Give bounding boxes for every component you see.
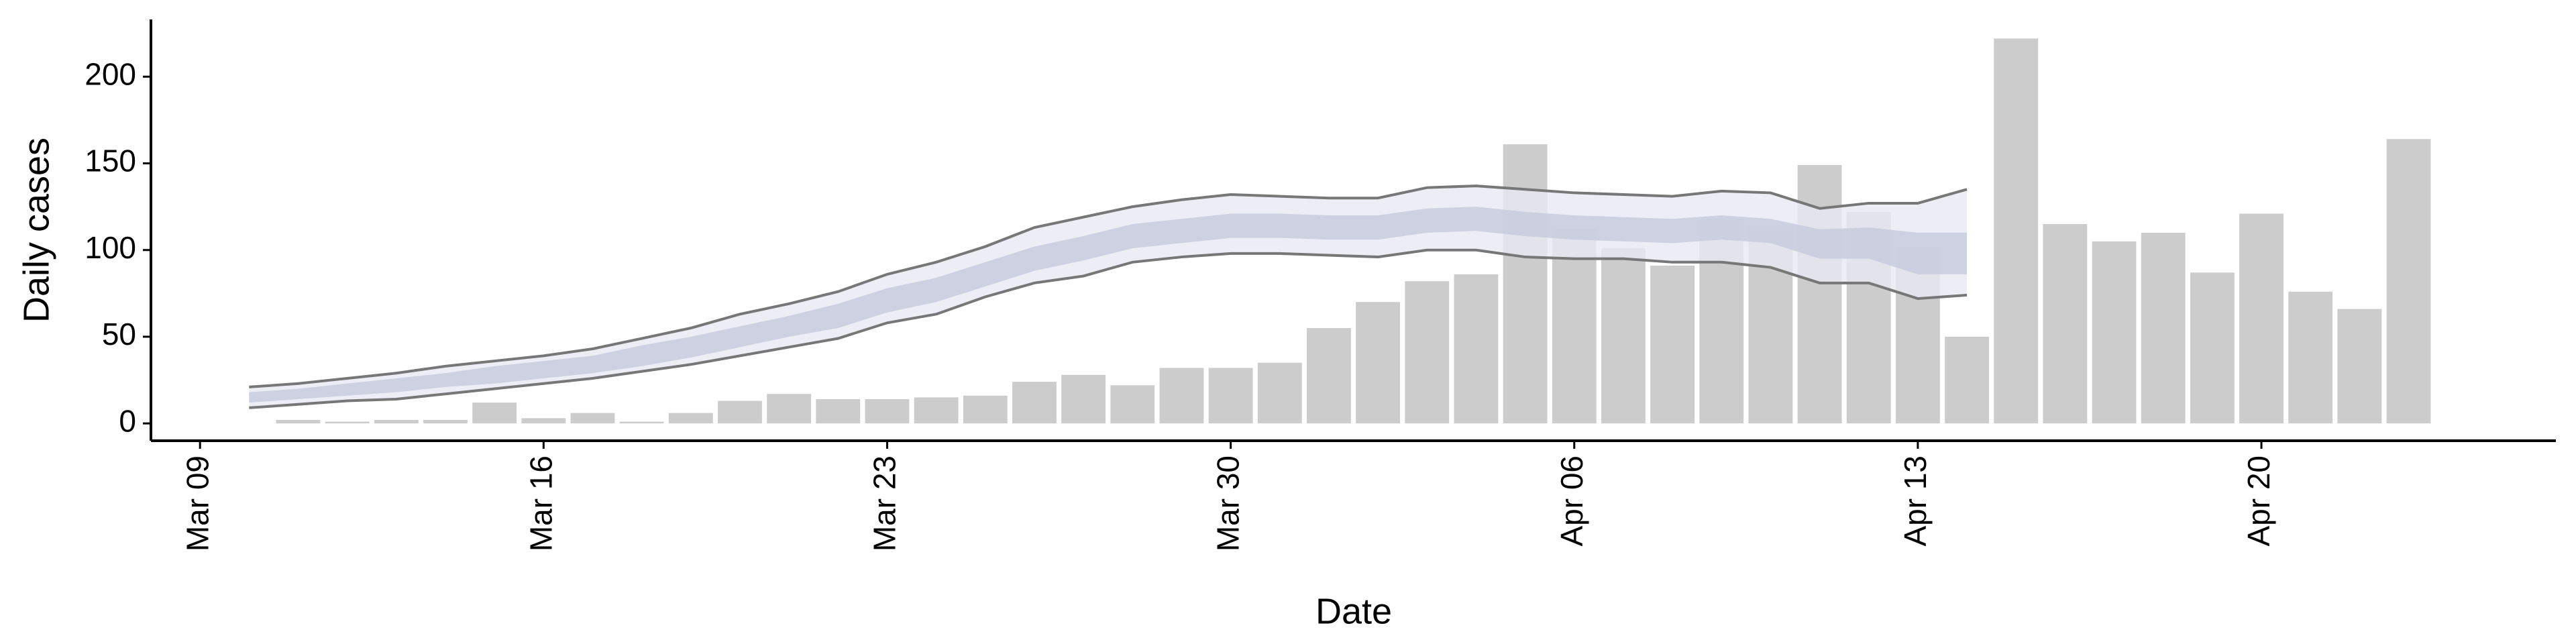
bar: [2239, 213, 2284, 424]
y-axis-title: Daily cases: [16, 138, 56, 323]
bar: [2288, 291, 2333, 424]
bar: [570, 413, 615, 424]
bar: [1650, 265, 1695, 424]
bar: [1208, 368, 1253, 424]
bar: [1945, 336, 1989, 424]
bar: [1552, 229, 1597, 424]
bar: [521, 418, 566, 424]
bar: [963, 395, 1008, 424]
bar: [325, 421, 370, 424]
bar: [1110, 385, 1155, 424]
bar: [865, 398, 910, 424]
bar: [1061, 374, 1106, 424]
y-tick-label: 200: [85, 56, 136, 91]
x-tick-label: Mar 16: [523, 455, 558, 551]
bar: [2043, 223, 2088, 424]
y-tick-label: 150: [85, 144, 136, 178]
inner-band: [249, 207, 1968, 403]
bar: [1994, 38, 2039, 424]
x-axis-title: Date: [1316, 591, 1392, 631]
bar: [1356, 302, 1401, 424]
x-tick-label: Apr 06: [1554, 455, 1589, 547]
bar: [423, 419, 468, 424]
bar: [816, 398, 861, 424]
y-tick-label: 100: [85, 230, 136, 265]
bar: [668, 413, 713, 424]
x-tick-label: Mar 30: [1211, 455, 1246, 551]
bar: [1012, 382, 1057, 424]
y-tick-label: 0: [119, 403, 136, 438]
x-tick-label: Apr 13: [1898, 455, 1933, 547]
bar: [1454, 274, 1499, 424]
lower-line: [249, 248, 1968, 409]
bar: [2092, 241, 2137, 424]
bar: [1306, 328, 1351, 424]
bar: [718, 400, 762, 424]
x-tick-label: Mar 23: [867, 455, 902, 551]
x-tick-label: Mar 09: [180, 455, 215, 551]
bar: [2337, 309, 2382, 424]
bar: [1159, 368, 1204, 424]
upper-line: [249, 184, 1968, 388]
bar: [2190, 272, 2235, 424]
bar: [1601, 248, 1646, 424]
bar: [472, 402, 517, 424]
bar: [2386, 139, 2431, 424]
bar: [2141, 232, 2186, 424]
bar: [1257, 362, 1302, 424]
bar: [1405, 281, 1450, 424]
bar: [767, 394, 812, 424]
y-tick-label: 50: [102, 317, 136, 352]
bar: [619, 421, 664, 424]
x-tick-label: Apr 20: [2241, 455, 2276, 547]
bar: [914, 397, 959, 424]
bar: [276, 419, 321, 424]
bar: [374, 419, 419, 424]
bar: [1503, 144, 1548, 424]
